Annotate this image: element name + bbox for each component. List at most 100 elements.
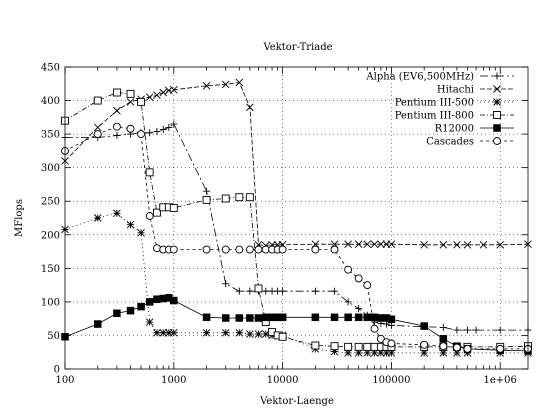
data-point: [137, 130, 146, 139]
data-point: [246, 103, 254, 112]
data-point: [145, 212, 154, 220]
data-point: [330, 342, 339, 351]
data-point: [126, 306, 135, 315]
x-tick-label: 100: [55, 375, 74, 386]
legend-marker: [493, 98, 501, 106]
data-point: [235, 314, 244, 322]
data-point: [153, 244, 161, 253]
data-point: [153, 127, 161, 135]
data-point: [137, 228, 145, 237]
data-point: [202, 313, 211, 322]
data-point: [246, 330, 254, 338]
data-point: [363, 240, 372, 248]
series-line-5: [64, 126, 528, 350]
data-point: [377, 349, 385, 357]
data-point: [246, 287, 254, 295]
data-point: [94, 320, 102, 328]
series-line-0: [65, 123, 528, 331]
data-point: [93, 214, 102, 222]
data-point: [246, 314, 254, 322]
data-point: [93, 130, 102, 139]
data-point: [463, 326, 471, 334]
data-point: [93, 96, 102, 105]
y-tick-label: 50: [47, 331, 60, 342]
data-point: [203, 187, 211, 195]
data-point: [311, 341, 320, 350]
data-point: [420, 322, 428, 330]
data-point: [479, 241, 488, 249]
data-point: [363, 349, 372, 357]
legend-label: Pentium III-500: [395, 98, 474, 109]
y-tick-label: 250: [41, 197, 60, 208]
data-point: [221, 328, 230, 337]
data-point: [245, 245, 254, 254]
data-point: [254, 245, 263, 254]
data-point: [363, 313, 372, 322]
data-point: [145, 168, 154, 177]
data-point: [496, 344, 505, 353]
data-point: [354, 349, 363, 357]
y-axis-label: MFlops: [14, 199, 25, 237]
data-point: [420, 349, 428, 357]
data-point: [439, 342, 448, 351]
data-point: [126, 124, 135, 133]
x-tick-label: 1e+06: [484, 375, 517, 386]
data-point: [311, 313, 320, 322]
data-point: [159, 328, 168, 337]
y-tick-label: 450: [41, 63, 60, 74]
legend-label: R12000: [435, 124, 474, 135]
data-point: [153, 91, 161, 100]
legend-label: Cascades: [426, 137, 474, 148]
data-point: [370, 240, 379, 248]
data-point: [113, 131, 121, 139]
data-point: [472, 326, 480, 334]
data-point: [354, 240, 363, 248]
data-point: [202, 245, 211, 254]
data-point: [420, 340, 429, 349]
data-point: [170, 120, 178, 128]
data-point: [344, 313, 352, 322]
data-point: [153, 328, 161, 337]
data-point: [439, 349, 448, 357]
data-point: [254, 284, 263, 293]
data-point: [463, 241, 472, 249]
data-point: [279, 287, 287, 295]
data-point: [113, 106, 121, 115]
data-point: [363, 342, 372, 351]
data-point: [355, 305, 363, 313]
data-point: [262, 313, 270, 322]
data-point: [169, 85, 178, 94]
data-point: [377, 240, 385, 248]
data-point: [145, 298, 154, 306]
axes: 0 50 100 150 200 250 300 350 400 450 100 1000 10000 1…: [41, 63, 529, 386]
data-point: [344, 349, 352, 357]
data-point: [370, 349, 379, 357]
data-point: [235, 78, 244, 87]
data-point: [311, 287, 319, 295]
y-tick-label: 400: [41, 96, 60, 107]
data-point: [221, 245, 230, 254]
legend-marker: [493, 72, 501, 80]
data-point: [145, 318, 154, 326]
data-point: [370, 313, 379, 322]
data-point: [453, 326, 461, 334]
series-line-3: [64, 92, 529, 348]
chart-title: Vektor-Triade: [262, 42, 332, 53]
data-point: [278, 313, 287, 322]
data-point: [387, 349, 396, 357]
data-point: [363, 281, 372, 290]
data-point: [126, 220, 135, 229]
data-point: [463, 349, 472, 357]
data-point: [453, 241, 461, 249]
data-point: [354, 313, 363, 322]
y-tick-label: 150: [41, 264, 60, 275]
x-axis-label: Vektor-Laenge: [259, 396, 334, 407]
data-point: [169, 328, 178, 337]
data-point: [439, 323, 447, 331]
data-point: [222, 280, 230, 288]
data-point: [344, 240, 352, 248]
data-point: [439, 335, 448, 343]
data-point: [202, 328, 211, 337]
data-point: [330, 347, 339, 356]
data-point: [254, 330, 263, 338]
